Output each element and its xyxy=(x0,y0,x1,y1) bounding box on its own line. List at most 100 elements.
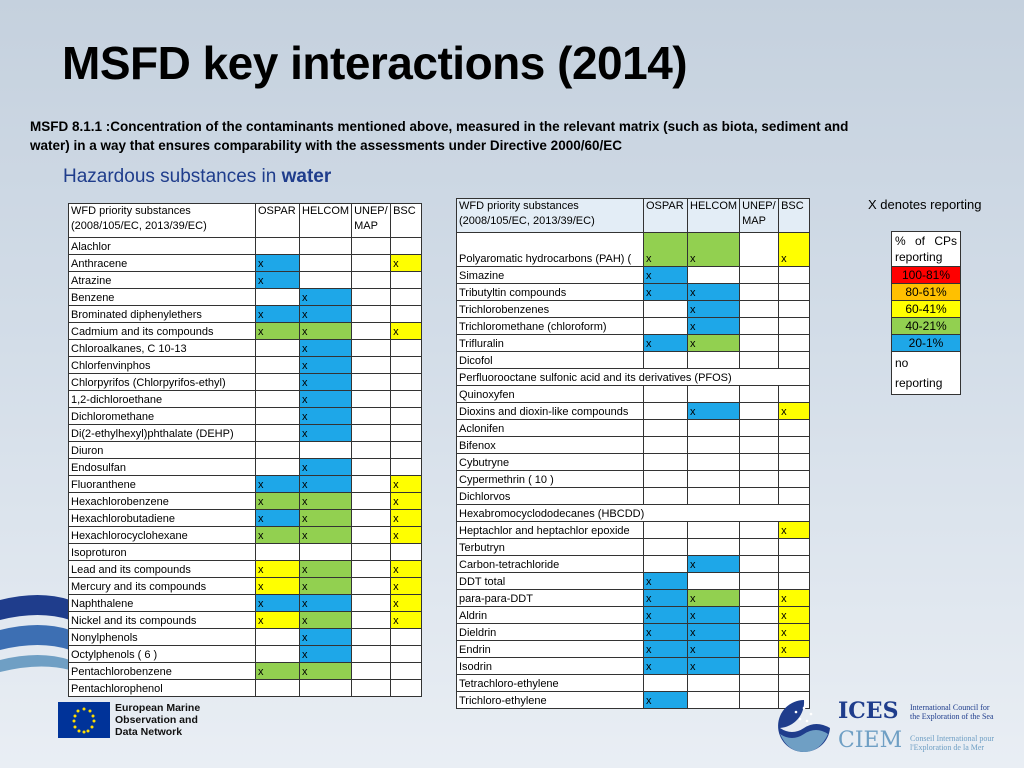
decorative-wave xyxy=(0,595,70,672)
cell-ospar: x xyxy=(255,594,300,612)
table-row: Naphthalene x x x xyxy=(68,594,423,612)
cell-bsc: x xyxy=(390,594,423,612)
cell-ospar xyxy=(643,521,688,539)
cell-bsc xyxy=(390,288,423,306)
cell-helcom: x xyxy=(298,577,353,595)
substance-name: Trichloromethane (chloroform) xyxy=(456,317,644,335)
cell-bsc: x xyxy=(778,589,811,607)
cell-helcom: x xyxy=(686,589,741,607)
ices-full-name: International Council for the Exploratio… xyxy=(910,703,1024,721)
cell-unep xyxy=(739,538,780,556)
cell-helcom: x xyxy=(686,402,741,420)
cell-ospar xyxy=(255,288,300,306)
cell-bsc xyxy=(778,555,811,573)
substance-name: Chlorpyrifos (Chlorpyrifos-ethyl) xyxy=(68,373,256,391)
cell-helcom: x xyxy=(686,555,741,573)
table-row: Chlorfenvinphos x xyxy=(68,356,423,374)
legend-item: 80-61% xyxy=(892,283,960,300)
legend-header: % of CPs reporting xyxy=(895,234,957,264)
cell-helcom xyxy=(298,679,353,697)
header-bsc: BSC xyxy=(778,198,811,233)
substance-name: Isodrin xyxy=(456,657,644,675)
cell-unep xyxy=(739,385,780,403)
cell-bsc: x xyxy=(778,606,811,624)
cell-unep xyxy=(351,560,392,578)
cell-bsc xyxy=(390,441,423,459)
table-row: Brominated diphenylethers x x xyxy=(68,305,423,323)
table-row: Bifenox xyxy=(456,436,811,454)
cell-helcom: x xyxy=(686,334,741,352)
cell-ospar xyxy=(643,385,688,403)
cell-helcom: x xyxy=(298,356,353,374)
emodnet-logo: European Marine Observation and Data Net… xyxy=(58,702,200,738)
substance-name: Dichloromethane xyxy=(68,407,256,425)
emodnet-line-1: European Marine xyxy=(115,702,201,714)
cell-helcom xyxy=(686,436,741,454)
right-substances-table: WFD priority substances (2008/105/EC, 20… xyxy=(455,198,811,709)
cell-unep xyxy=(351,288,392,306)
substance-name: Chlorfenvinphos xyxy=(68,356,256,374)
cell-ospar xyxy=(255,628,300,646)
substance-name: Diuron xyxy=(68,441,256,459)
cell-helcom: x xyxy=(686,283,741,301)
legend-items: 100-81% 80-61% 60-41% 40-21% 20-1% xyxy=(892,266,960,351)
ciem-full-name: Conseil International pour l'Exploration… xyxy=(910,734,1024,752)
cell-helcom: x xyxy=(298,594,353,612)
cell-unep xyxy=(739,334,780,352)
cell-unep xyxy=(739,300,780,318)
cell-bsc: x xyxy=(778,623,811,641)
cell-unep xyxy=(351,543,392,561)
cell-bsc xyxy=(778,385,811,403)
cell-unep xyxy=(739,640,780,658)
header-substances: WFD priority substances (2008/105/EC, 20… xyxy=(68,203,256,238)
substance-name: Cypermethrin ( 10 ) xyxy=(456,470,644,488)
substance-name: Nonylphenols xyxy=(68,628,256,646)
table-row: Tetrachloro-ethylene xyxy=(456,674,811,692)
substance-name: Trichloro-ethylene xyxy=(456,691,644,709)
table-row: Simazine x xyxy=(456,266,811,284)
cell-unep xyxy=(739,606,780,624)
substance-name: Octylphenols ( 6 ) xyxy=(68,645,256,663)
cell-bsc xyxy=(778,674,811,692)
cell-ospar: x xyxy=(255,271,300,289)
cell-ospar xyxy=(255,543,300,561)
emodnet-text: European Marine Observation and Data Net… xyxy=(115,702,200,738)
cell-bsc xyxy=(778,487,811,505)
cell-helcom: x xyxy=(298,322,353,340)
cell-ospar xyxy=(255,407,300,425)
substance-name: Trifluralin xyxy=(456,334,644,352)
ices-abbrev: ICES xyxy=(838,698,899,724)
cell-bsc xyxy=(778,266,811,284)
cell-unep xyxy=(739,657,780,675)
substance-name: Lead and its compounds xyxy=(68,560,256,578)
substance-name: Terbutryn xyxy=(456,538,644,556)
table-row: Anthracene x x xyxy=(68,254,423,272)
header-helcom: HELCOM xyxy=(686,198,741,233)
substance-name: Tetrachloro-ethylene xyxy=(456,674,644,692)
cell-ospar xyxy=(643,453,688,471)
cell-unep xyxy=(739,623,780,641)
cell-bsc xyxy=(390,356,423,374)
substance-name: Trichlorobenzenes xyxy=(456,300,644,318)
cell-helcom: x xyxy=(298,424,353,442)
table-row: Polyaromatic hydrocarbons (PAH) (x x x xyxy=(456,232,811,267)
table-row: Dicofol xyxy=(456,351,811,369)
cell-unep xyxy=(351,662,392,680)
cell-unep xyxy=(351,339,392,357)
cell-unep xyxy=(739,521,780,539)
cell-helcom xyxy=(686,266,741,284)
substance-name: Pentachlorobenzene xyxy=(68,662,256,680)
substance-name: Anthracene xyxy=(68,254,256,272)
substance-name: Aldrin xyxy=(456,606,644,624)
cell-bsc xyxy=(778,351,811,369)
cell-bsc xyxy=(778,538,811,556)
substance-name: Chloroalkanes, C 10-13 xyxy=(68,339,256,357)
header-unep: UNEP/ MAP xyxy=(351,203,392,238)
substance-name: Hexachlorobenzene xyxy=(68,492,256,510)
cell-bsc: x xyxy=(778,402,811,420)
header-bsc: BSC xyxy=(390,203,423,238)
table-row: Isoproturon xyxy=(68,543,423,561)
cell-helcom: x xyxy=(298,526,353,544)
emodnet-line-3: Data Network xyxy=(115,726,183,738)
cell-ospar: x xyxy=(255,509,300,527)
